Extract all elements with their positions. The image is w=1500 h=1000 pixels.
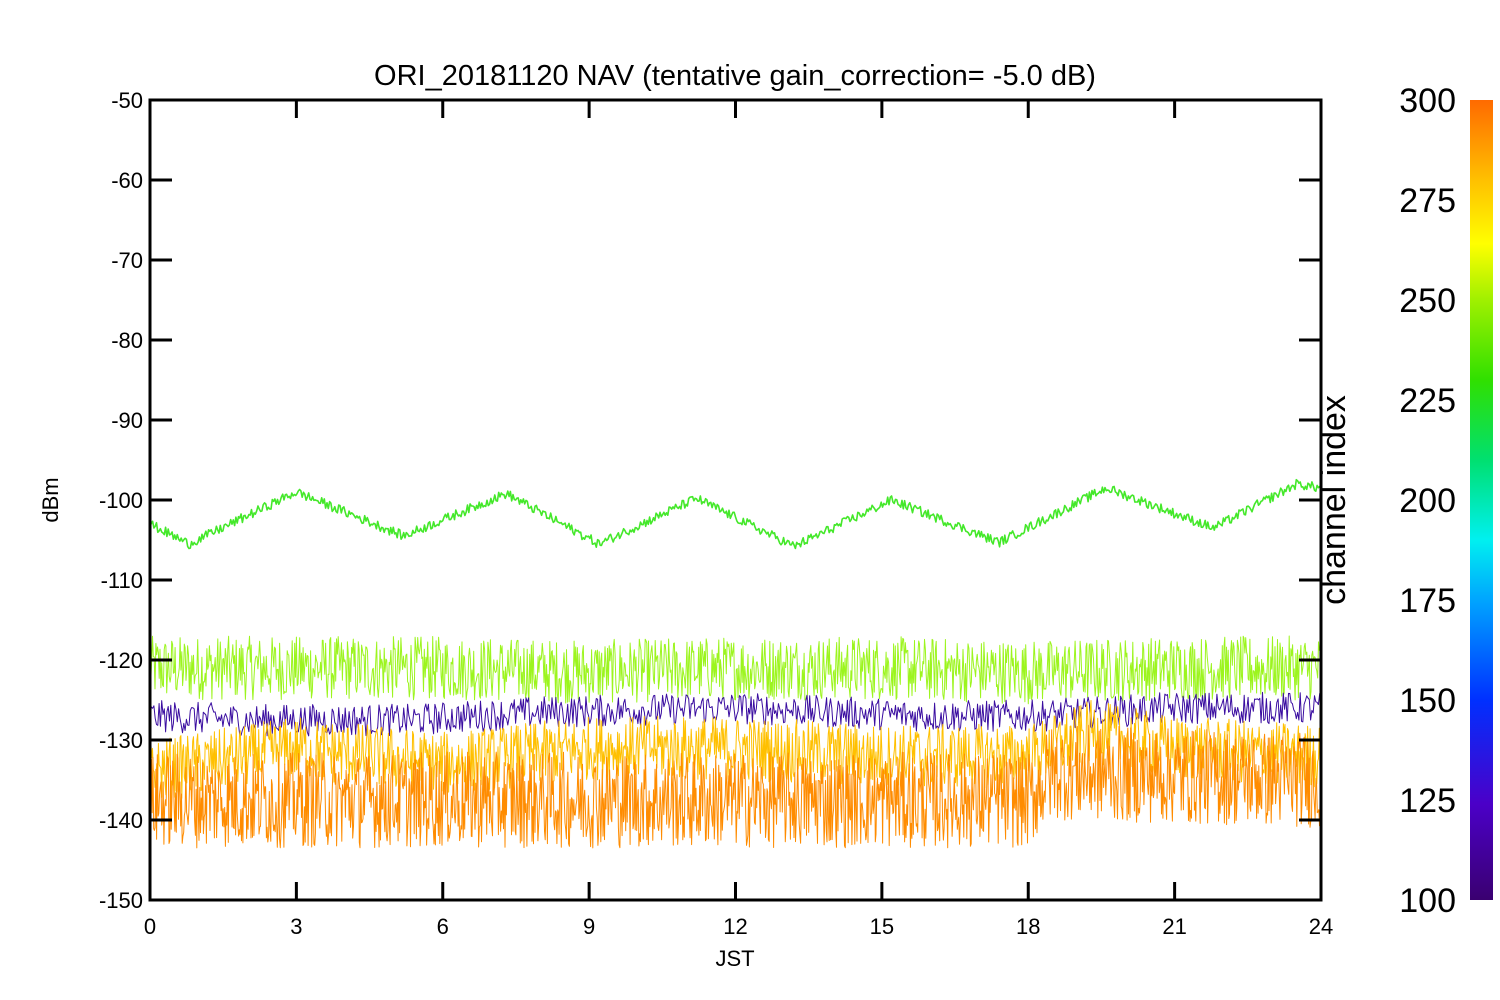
x-tick-label: 6 [437, 914, 449, 939]
x-axis: 0 3 6 9 12 15 18 21 24 [144, 100, 1333, 939]
colorbar-tick-label: 175 [1399, 582, 1456, 620]
y-tick-label: -80 [111, 328, 143, 353]
y-tick-label: -70 [111, 248, 143, 273]
series-line [150, 635, 1321, 705]
x-axis-label: JST [715, 946, 754, 971]
colorbar-tick-label: 300 [1399, 82, 1456, 120]
x-tick-label: 24 [1309, 914, 1333, 939]
colorbar-tick-label: 200 [1399, 482, 1456, 520]
y-tick-label: -130 [99, 728, 143, 753]
y-tick-label: -100 [99, 488, 143, 513]
series-line [150, 691, 1321, 737]
chart-title: ORI_20181120 NAV (tentative gain_correct… [374, 60, 1096, 92]
data-layer [150, 478, 1321, 849]
colorbar-tick-label: 100 [1399, 882, 1456, 920]
colorbar-tick-label: 250 [1399, 282, 1456, 320]
series-line [150, 478, 1321, 550]
y-tick-label: -150 [99, 888, 143, 913]
colorbar-ticks: 100 125 150 175 200 225 250 275 300 [1399, 82, 1456, 920]
colorbar-label: channel index [1315, 395, 1353, 605]
y-tick-label: -60 [111, 168, 143, 193]
y-tick-label: -140 [99, 808, 143, 833]
x-tick-label: 3 [290, 914, 302, 939]
colorbar-tick-label: 125 [1399, 782, 1456, 820]
x-tick-label: 0 [144, 914, 156, 939]
y-tick-label: -110 [101, 568, 143, 593]
y-tick-label: -50 [111, 88, 143, 113]
colorbar-tick-label: 275 [1399, 182, 1456, 220]
x-tick-label: 9 [583, 914, 595, 939]
x-tick-label: 18 [1016, 914, 1040, 939]
y-tick-label: -120 [99, 648, 143, 673]
x-tick-label: 15 [870, 914, 894, 939]
y-axis-label: dBm [38, 477, 63, 522]
colorbar-tick-label: 225 [1399, 382, 1456, 420]
series-line [150, 724, 1321, 849]
y-tick-label: -90 [111, 408, 143, 433]
x-tick-label: 21 [1162, 914, 1186, 939]
colorbar [1470, 100, 1493, 900]
colorbar-tick-label: 150 [1399, 682, 1456, 720]
x-tick-label: 12 [723, 914, 747, 939]
y-axis: -50 -60 -70 -80 -90 -100 -110 -120 -130 -140 -150 [99, 88, 1321, 913]
